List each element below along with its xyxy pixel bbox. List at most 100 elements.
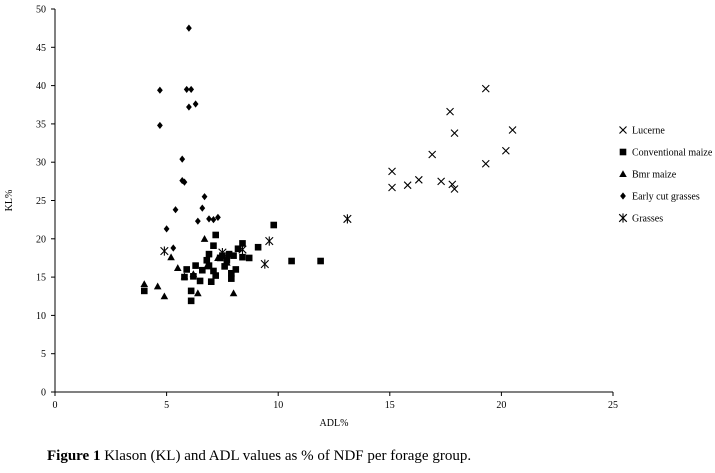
point-early-cut-grasses xyxy=(206,215,212,223)
point-lucerne xyxy=(403,181,412,190)
point-lucerne xyxy=(450,185,459,193)
point-lucerne xyxy=(437,177,446,186)
y-tick-label: 45 xyxy=(36,43,46,54)
point-bmr-maize xyxy=(200,235,209,242)
point-early-cut-grasses xyxy=(163,225,170,233)
point-grasses xyxy=(218,247,227,258)
point-bmr-maize xyxy=(189,270,198,278)
point-early-cut-grasses xyxy=(201,193,208,201)
point-conventional-maize xyxy=(239,253,246,261)
point-conventional-maize xyxy=(245,254,253,262)
point-bmr-maize xyxy=(180,272,189,280)
point-lucerne xyxy=(481,84,490,93)
point-grasses xyxy=(238,244,247,255)
point-bmr-maize xyxy=(160,292,169,300)
x-tick-label: 20 xyxy=(496,400,506,411)
y-tick-label: 40 xyxy=(36,81,46,92)
point-lucerne xyxy=(428,150,437,159)
point-bmr-maize xyxy=(229,289,238,297)
point-conventional-maize xyxy=(183,266,190,273)
point-conventional-maize xyxy=(232,266,240,273)
point-conventional-maize xyxy=(270,221,278,229)
y-tick-label: 25 xyxy=(36,196,46,207)
point-early-cut-grasses xyxy=(199,204,206,212)
point-conventional-maize xyxy=(187,287,195,295)
point-early-cut-grasses xyxy=(194,217,201,225)
point-grasses xyxy=(265,236,274,246)
point-conventional-maize xyxy=(228,275,235,282)
point-lucerne xyxy=(450,129,459,137)
legend-label-grasses: Grasses xyxy=(632,214,663,225)
point-bmr-maize xyxy=(202,262,211,270)
point-early-cut-grasses xyxy=(210,216,217,224)
y-tick-label: 35 xyxy=(36,119,46,130)
point-conventional-maize xyxy=(203,256,211,264)
point-early-cut-grasses xyxy=(215,213,221,221)
point-grasses xyxy=(260,259,269,269)
point-conventional-maize xyxy=(212,231,220,239)
y-tick-label: 50 xyxy=(36,5,46,16)
point-conventional-maize xyxy=(210,267,217,275)
legend-marker-bmr-maize xyxy=(619,170,627,178)
point-lucerne xyxy=(446,107,454,116)
point-conventional-maize xyxy=(196,277,204,285)
x-tick-label: 10 xyxy=(273,400,283,411)
point-grasses xyxy=(343,214,352,224)
point-early-cut-grasses xyxy=(157,86,163,94)
point-early-cut-grasses xyxy=(181,178,188,186)
point-conventional-maize xyxy=(192,262,199,269)
x-axis-label: ADL% xyxy=(320,418,349,429)
point-early-cut-grasses xyxy=(192,100,199,108)
y-tick-label: 0 xyxy=(41,388,46,399)
point-conventional-maize xyxy=(221,263,228,270)
point-grasses xyxy=(160,246,169,256)
point-early-cut-grasses xyxy=(183,85,190,94)
point-lucerne xyxy=(508,126,517,134)
point-conventional-maize xyxy=(187,297,195,305)
x-tick-label: 0 xyxy=(53,400,58,411)
point-lucerne xyxy=(414,175,423,184)
legend-marker-conventional-maize xyxy=(619,148,627,156)
figure-caption-text: Klason (KL) and ADL values as % of NDF p… xyxy=(100,448,472,464)
legend-marker-grasses xyxy=(618,213,628,223)
point-bmr-maize xyxy=(153,282,162,290)
point-conventional-maize xyxy=(317,257,324,265)
x-tick-label: 25 xyxy=(608,400,618,411)
point-bmr-maize xyxy=(194,289,202,297)
point-conventional-maize xyxy=(199,266,206,274)
legend: Lucerne Conventional maize Bmr maize Early … xyxy=(618,126,713,225)
y-axis-label: KL% xyxy=(4,190,15,212)
legend-label-lucerne: Lucerne xyxy=(632,126,665,137)
point-conventional-maize xyxy=(225,250,233,258)
point-lucerne xyxy=(448,180,457,189)
point-bmr-maize xyxy=(214,254,222,261)
x-tick-label: 5 xyxy=(164,400,169,411)
point-early-cut-grasses xyxy=(188,85,195,94)
point-conventional-maize xyxy=(234,245,242,253)
y-tick-label: 20 xyxy=(36,234,46,245)
point-conventional-maize xyxy=(205,262,213,269)
point-bmr-maize xyxy=(223,258,231,266)
y-tick-label: 15 xyxy=(36,273,46,284)
figure-caption: Figure 1 Klason (KL) and ADL values as %… xyxy=(47,448,471,465)
point-early-cut-grasses xyxy=(186,24,192,32)
point-conventional-maize xyxy=(228,269,235,277)
y-tick-label: 5 xyxy=(41,349,46,360)
point-bmr-maize xyxy=(173,264,182,271)
point-early-cut-grasses xyxy=(172,206,179,214)
point-early-cut-grasses xyxy=(170,244,177,252)
data-points xyxy=(140,24,517,305)
legend-marker-lucerne xyxy=(619,126,627,134)
point-lucerne xyxy=(501,146,510,155)
point-early-cut-grasses xyxy=(186,103,192,111)
figure-caption-label: Figure 1 xyxy=(47,448,101,464)
y-tick-label: 10 xyxy=(36,311,46,322)
legend-label-conventional-maize: Conventional maize xyxy=(632,148,713,159)
point-early-cut-grasses xyxy=(179,155,186,163)
legend-label-early-cut-grasses: Early cut grasses xyxy=(632,192,700,203)
point-lucerne xyxy=(481,159,490,168)
legend-marker-early-cut-grasses xyxy=(620,192,626,200)
point-conventional-maize xyxy=(239,240,246,247)
point-conventional-maize xyxy=(210,242,217,249)
